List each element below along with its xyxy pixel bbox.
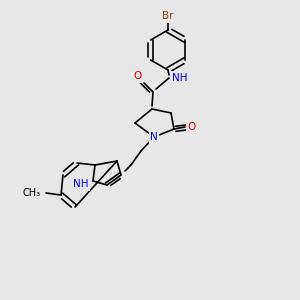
Text: O: O xyxy=(133,71,141,81)
Text: Br: Br xyxy=(162,11,174,21)
Text: NH: NH xyxy=(73,179,88,189)
Text: NH: NH xyxy=(172,73,188,83)
Text: CH₃: CH₃ xyxy=(23,188,41,198)
Text: N: N xyxy=(150,132,158,142)
Text: O: O xyxy=(188,122,196,132)
